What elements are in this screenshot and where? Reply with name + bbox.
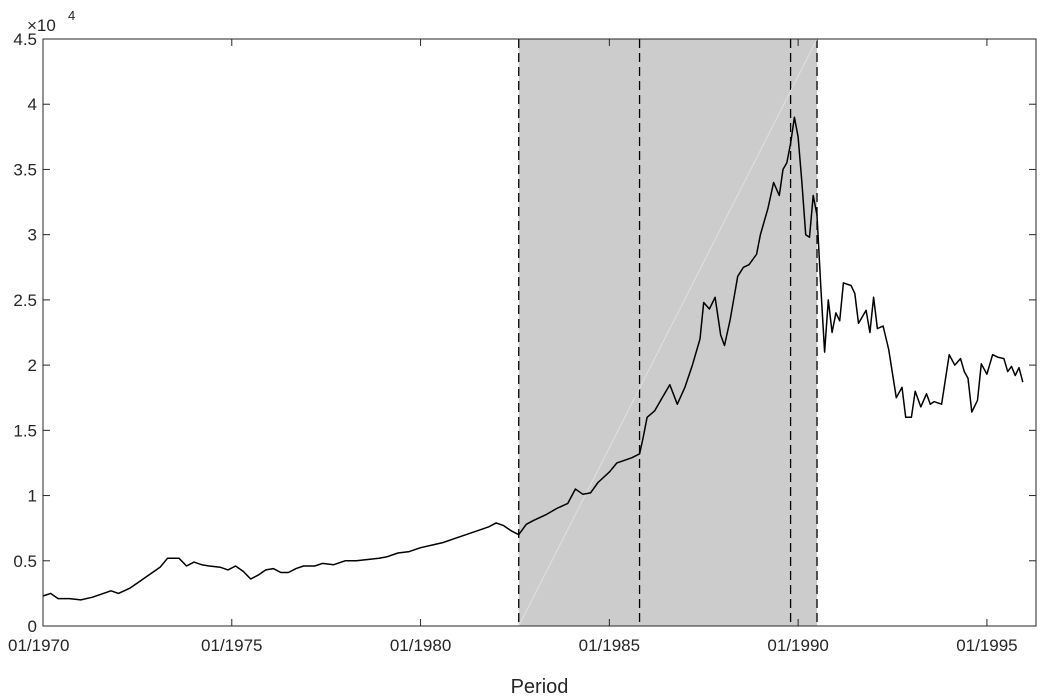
y-tick-label: 0: [28, 617, 37, 636]
x-tick-label: 01/1985: [579, 636, 640, 655]
y-tick-label: 2: [28, 356, 37, 375]
faint-diagonal-line: [518, 38, 818, 627]
y-tick-label: 0.5: [13, 552, 37, 571]
x-axis-title: Period: [511, 676, 569, 698]
y-tick-label: 2.5: [13, 291, 37, 310]
x-tick-label: 01/1990: [767, 636, 828, 655]
y-exponent-label: ×10: [27, 16, 56, 35]
series-line: [42, 116, 1024, 601]
y-exponent-power: 4: [68, 8, 75, 23]
y-tick-label: 3: [28, 226, 37, 245]
axis-ticks: 0 0.5 1 1.5 2 2.5 3 3.5 4 4.5 01/1970 01/1975 01/198…: [8, 30, 1036, 655]
x-tick-label: 01/1975: [201, 636, 262, 655]
y-tick-label: 3.5: [13, 160, 37, 179]
x-tick-label: 01/1970: [8, 636, 69, 655]
y-tick-label: 1: [28, 487, 37, 506]
y-tick-label: 4: [28, 95, 37, 114]
x-tick-label: 01/1995: [956, 636, 1017, 655]
axes-box: [42, 38, 1037, 627]
y-tick-label: 4.5: [13, 30, 37, 49]
y-tick-label: 1.5: [13, 421, 37, 440]
x-tick-label: 01/1980: [390, 636, 451, 655]
